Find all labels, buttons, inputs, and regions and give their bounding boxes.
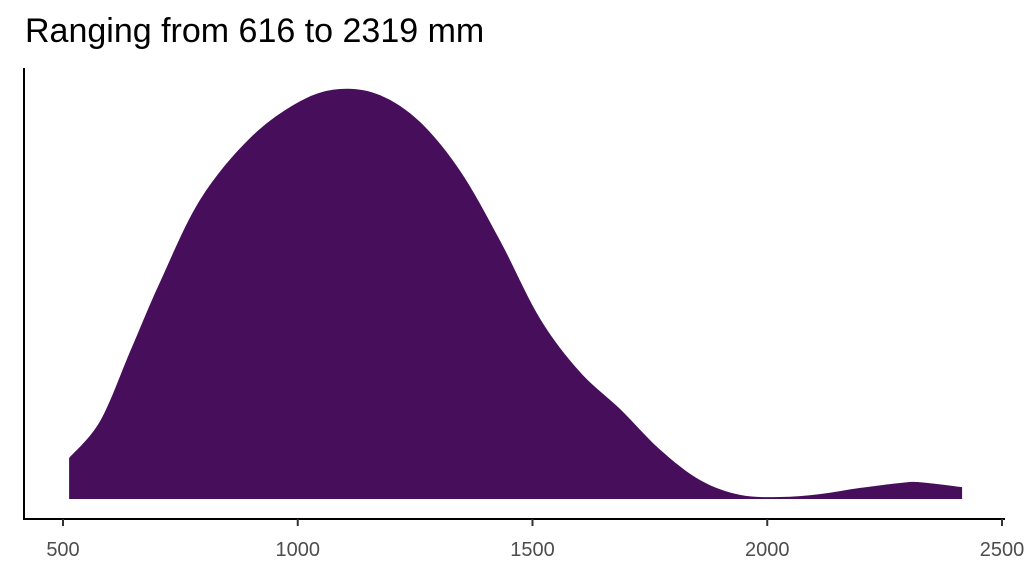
- x-tick-label: 500: [46, 539, 79, 561]
- chart-title: Ranging from 616 to 2319 mm: [25, 12, 485, 50]
- x-tick-label: 2000: [745, 539, 790, 561]
- x-tick-label: 1500: [510, 539, 555, 561]
- x-tick-label: 2500: [980, 539, 1024, 561]
- x-tick-label: 1000: [276, 539, 321, 561]
- density-area: [69, 88, 963, 499]
